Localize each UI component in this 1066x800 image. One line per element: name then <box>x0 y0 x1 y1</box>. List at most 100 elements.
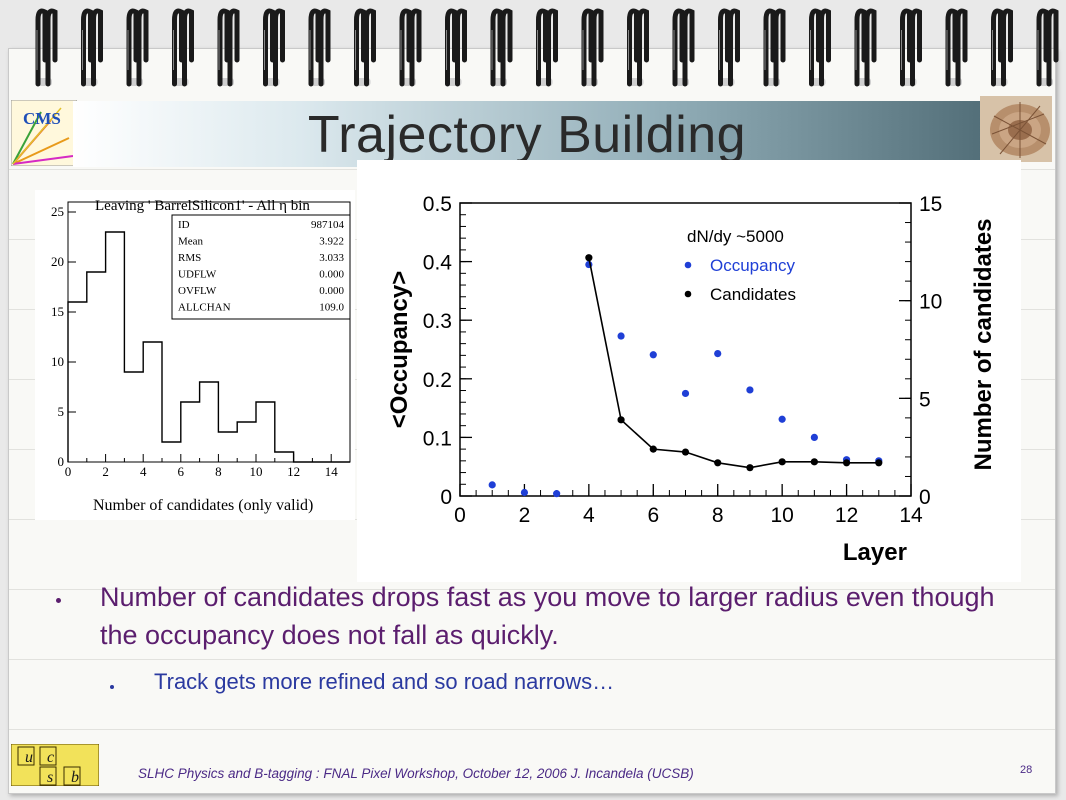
bullet-text-2: Track gets more refined and so road narr… <box>154 669 615 694</box>
detector-photo <box>980 96 1052 162</box>
footer-text: SLHC Physics and B-tagging : FNAL Pixel … <box>138 766 694 781</box>
binding-ring <box>126 8 149 87</box>
y-tick-label: 0.2 <box>423 369 452 392</box>
occupancy-point <box>681 389 690 398</box>
x-tick-label: 6 <box>647 504 659 527</box>
stats-value: 987104 <box>311 219 345 231</box>
stats-label: UDFLW <box>178 269 217 281</box>
y-axis-label: <Occupancy> <box>386 271 413 428</box>
page-number: 28 <box>1020 764 1033 776</box>
binding-ring <box>217 8 240 87</box>
stats-value: 109.0 <box>319 302 344 314</box>
histogram-chart: Leaving ' BarrelSilicon1' - All η bin 0 2… <box>35 190 355 520</box>
stats-label: ALLCHAN <box>178 302 231 314</box>
chart-legend: dN/dy ~5000 Occupancy Candidates <box>684 227 796 304</box>
binding-ring <box>900 8 922 87</box>
legend-marker <box>684 290 692 298</box>
page-title: Trajectory Building <box>307 106 747 164</box>
binding-ring <box>354 8 376 87</box>
binding-ring <box>718 8 740 87</box>
binding-ring <box>490 8 513 87</box>
histogram-y-tick-label: 10 <box>51 354 64 369</box>
cms-logo: CMS <box>11 100 77 166</box>
y-tick-label: 0 <box>440 486 452 509</box>
stats-value: 3.922 <box>319 236 344 248</box>
histogram-x-tick-label: 14 <box>325 464 339 479</box>
occupancy-point <box>520 488 529 497</box>
candidates-point <box>585 254 593 262</box>
stats-value: 0.000 <box>319 285 344 297</box>
histogram-y-tick-label: 20 <box>51 254 64 269</box>
binding-ring <box>809 8 831 87</box>
histogram-x-tick-label: 6 <box>178 464 185 479</box>
binding-ring <box>627 8 649 87</box>
binding-ring <box>536 8 558 87</box>
histogram-x-tick-label: 12 <box>287 464 300 479</box>
y-tick-label: 0.1 <box>423 427 452 450</box>
stats-label: OVFLW <box>178 285 217 297</box>
histogram-x-tick-label: 0 <box>65 464 72 479</box>
histogram-title: Leaving ' BarrelSilicon1' - All η bin <box>95 198 310 214</box>
occupancy-chart: 0 2 4 6 8 10 12 1400.10.20.30.40.5051015Layer<O… <box>357 160 1021 582</box>
y-tick-label: 0.4 <box>423 252 453 275</box>
x-tick-label: 12 <box>835 504 858 527</box>
binding-ring <box>991 8 1013 87</box>
title-banner: Trajectory Building <box>73 101 981 167</box>
stats-label: ID <box>178 219 190 231</box>
occupancy-point <box>617 332 625 340</box>
candidates-point <box>649 445 657 453</box>
x-tick-label: 8 <box>712 504 724 527</box>
stats-label: Mean <box>178 236 204 248</box>
legend-marker <box>684 261 692 269</box>
stats-value: 0.000 <box>319 269 344 281</box>
candidates-point <box>681 448 690 456</box>
y-tick-label: 0.3 <box>423 310 452 333</box>
svg-text:CMS: CMS <box>23 109 61 128</box>
y2-tick-label: 5 <box>919 388 931 411</box>
sub-bullet-marker <box>110 685 114 689</box>
binding-ring <box>308 8 331 87</box>
binding-ring <box>581 8 604 87</box>
x-tick-label: 10 <box>770 504 793 527</box>
histogram-x-label: Number of candidates (only valid) <box>93 497 313 514</box>
histogram-y-tick-label: 25 <box>51 204 64 219</box>
binding-ring <box>399 8 422 87</box>
occupancy-point <box>778 415 786 423</box>
candidates-point <box>746 464 754 472</box>
candidates-line <box>588 257 879 469</box>
binding-ring <box>945 8 968 87</box>
binding-ring <box>672 8 695 87</box>
binding-ring <box>81 8 103 87</box>
y2-axis-label: Number of candidates <box>970 218 997 470</box>
quark-letter: c <box>47 749 54 766</box>
y2-tick-label: 15 <box>919 193 942 216</box>
histogram-x-tick-label: 2 <box>102 464 109 479</box>
candidates-point <box>875 459 883 467</box>
bullet-text-1: Number of candidates drops fast as you m… <box>100 582 995 650</box>
legend-label: Candidates <box>710 285 796 304</box>
binding-ring <box>445 8 467 87</box>
stats-box-frame <box>171 214 351 320</box>
x-tick-label: 14 <box>899 504 923 527</box>
occupancy-point <box>649 351 657 359</box>
bullet-marker <box>56 598 61 603</box>
x-tick-label: 4 <box>583 504 595 527</box>
quark-letter: b <box>71 769 79 786</box>
candidates-point <box>778 458 786 466</box>
histogram-x-tick-label: 4 <box>140 464 147 479</box>
occupancy-point <box>810 433 818 441</box>
y-tick-label: 0.5 <box>423 193 452 216</box>
legend-label: Occupancy <box>710 256 796 275</box>
binding-ring <box>1036 8 1059 87</box>
occupancy-point <box>553 490 561 498</box>
candidates-point <box>810 458 818 466</box>
stats-value: 3.033 <box>319 252 344 264</box>
quark-letter: u <box>25 749 33 766</box>
occupancy-point <box>714 350 722 358</box>
legend-title: dN/dy ~5000 <box>687 227 784 246</box>
histogram-x-tick-label: 10 <box>250 464 263 479</box>
binding-ring <box>854 8 877 87</box>
histogram-y-tick-label: 0 <box>58 454 65 469</box>
histogram-x-tick-label: 8 <box>215 464 222 479</box>
candidates-point <box>617 416 625 424</box>
